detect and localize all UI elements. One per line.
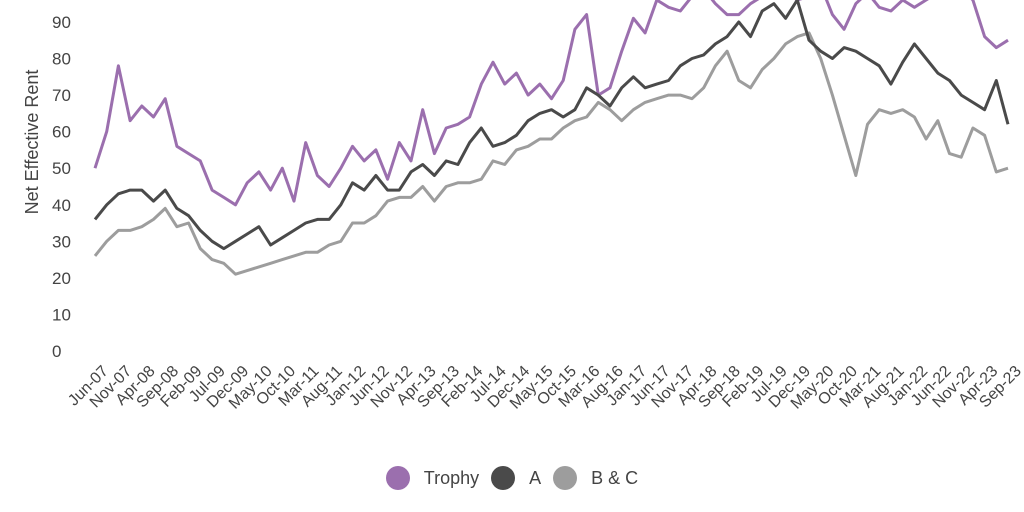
series-line-trophy [93, 0, 1009, 207]
y-tick-label: 0 [52, 342, 61, 361]
x-axis: Jun-07Nov-07Apr-08Sep-08Feb-09Jul-09Dec-… [65, 363, 1024, 413]
y-tick-label: 80 [52, 50, 71, 69]
legend-label: B & C [591, 467, 639, 488]
y-tick-label: 90 [52, 13, 71, 32]
y-tick-label: 70 [52, 86, 71, 105]
y-tick-label: 40 [52, 196, 71, 215]
legend-label: Trophy [423, 467, 480, 488]
legend-swatch-icon [491, 466, 516, 490]
legend-item-trophy[interactable]: Trophy [385, 466, 480, 490]
series-line-b-c [93, 31, 1009, 276]
y-tick-label: 20 [52, 269, 71, 288]
legend-swatch-icon [553, 466, 578, 490]
y-tick-label: 60 [52, 123, 71, 142]
series-lines [93, 0, 1010, 276]
legend-item-a[interactable]: A [491, 466, 541, 490]
legend-swatch-icon [385, 466, 410, 490]
y-axis-label: Net Effective Rent [22, 70, 42, 215]
series-line-a [93, 0, 1010, 251]
legend: Trophy A B & C [0, 466, 1024, 490]
y-axis: 0 10 20 30 40 50 60 70 80 90 [52, 13, 71, 361]
legend-item-b-c[interactable]: B & C [553, 466, 638, 490]
legend-label: A [529, 467, 542, 488]
y-tick-label: 30 [52, 232, 71, 251]
y-tick-label: 50 [52, 159, 71, 178]
y-tick-label: 10 [52, 305, 71, 324]
